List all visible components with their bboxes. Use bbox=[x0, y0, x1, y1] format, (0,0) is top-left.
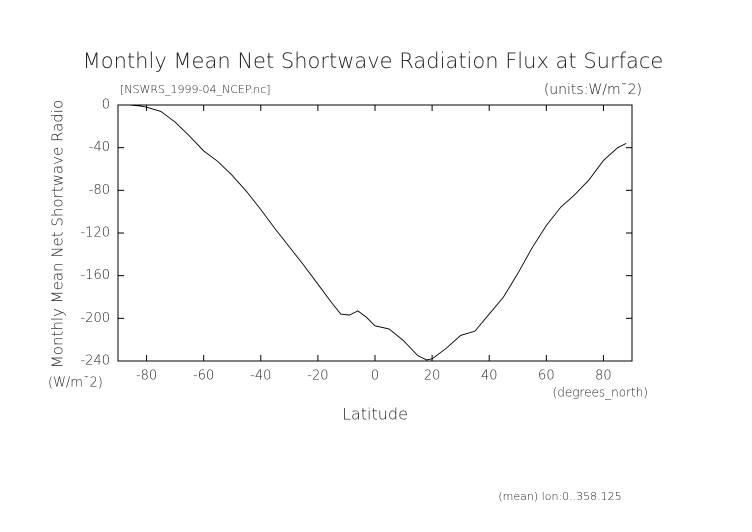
data-line bbox=[129, 104, 627, 361]
x-tick-label: -20 bbox=[307, 369, 328, 384]
x-axis-label: Latitude bbox=[342, 405, 408, 424]
x-tick-label: 20 bbox=[424, 369, 441, 384]
y-axis-label: Monthly Mean Net Shortwave Radio bbox=[49, 100, 67, 368]
y-tick-label: -80 bbox=[89, 183, 110, 198]
x-axis-units: (degrees_north) bbox=[553, 386, 648, 400]
y-tick-label: -40 bbox=[89, 140, 110, 155]
chart-title: Monthly Mean Net Shortwave Radiation Flu… bbox=[83, 49, 664, 73]
x-tick-label: -60 bbox=[193, 369, 214, 384]
x-tick-label: -40 bbox=[250, 369, 271, 384]
units-label: (units:W/m¯2) bbox=[544, 82, 642, 98]
footer-note: (mean) lon:0..358.125 bbox=[498, 490, 621, 503]
y-tick-label: 0 bbox=[102, 98, 110, 113]
x-tick-label: 60 bbox=[538, 369, 555, 384]
plot-frame bbox=[117, 104, 633, 362]
x-tick-label: 80 bbox=[595, 369, 612, 384]
x-tick-label: -80 bbox=[136, 369, 157, 384]
y-tick-label: -160 bbox=[80, 268, 110, 283]
y-axis-units: (W/m¯2) bbox=[48, 376, 103, 391]
y-tick-label: -240 bbox=[80, 354, 110, 369]
file-label: [NSWRS_1999-04_NCEP.nc] bbox=[120, 83, 271, 96]
x-tick-label: 0 bbox=[371, 369, 379, 384]
x-tick-label: 40 bbox=[481, 369, 498, 384]
y-tick-label: -200 bbox=[80, 311, 110, 326]
y-tick-label: -120 bbox=[80, 226, 110, 241]
